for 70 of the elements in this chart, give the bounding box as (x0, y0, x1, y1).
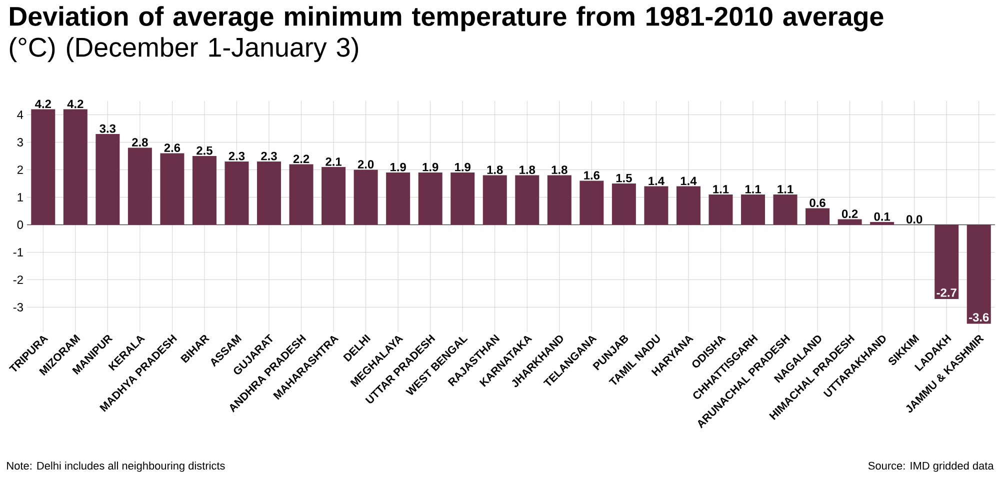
text: Note: Delhi includes all neighbouring districts (7, 462, 225, 472)
bar (354, 170, 378, 225)
data-label: 2.3 (261, 152, 277, 160)
bar (580, 180, 604, 225)
y-tick-label: 2 (17, 166, 23, 174)
data-label: 3.3 (100, 124, 116, 133)
data-label: 0.1 (874, 212, 890, 221)
bar (741, 194, 766, 225)
bar (708, 194, 733, 225)
bar (870, 222, 894, 225)
data-label: 2.2 (293, 154, 310, 164)
bar (322, 166, 346, 225)
data-label: 2.0 (358, 160, 374, 169)
data-label: 0.0 (906, 215, 922, 224)
bar (806, 208, 830, 225)
y-tick-label: -1 (13, 248, 23, 256)
bar (934, 224, 959, 299)
y-tick-label: 1 (18, 193, 23, 202)
y-tick-label: -3 (13, 303, 23, 312)
data-label: 1.1 (745, 185, 761, 194)
y-tick-label: 0 (17, 220, 24, 229)
data-label: 1.6 (584, 171, 600, 180)
bar (257, 161, 282, 225)
bar (547, 175, 572, 225)
data-label: 2.5 (196, 146, 212, 155)
data-label: 1.1 (778, 185, 794, 194)
data-label: 2.8 (132, 138, 148, 147)
bar (773, 194, 798, 225)
data-label: 1.9 (455, 162, 470, 172)
data-label: -2.7 (936, 288, 956, 297)
data-label: 1.4 (680, 176, 697, 186)
data-label: 1.4 (648, 176, 664, 186)
data-label: 0.2 (842, 210, 858, 218)
data-label: 4.2 (67, 100, 84, 108)
bar (612, 183, 636, 225)
bar (418, 172, 442, 225)
bar (224, 161, 249, 225)
bar (289, 164, 314, 225)
bar (450, 172, 475, 225)
data-label: 0.6 (810, 198, 826, 208)
bar (676, 186, 700, 225)
data-label: 1.9 (422, 162, 438, 172)
bar (386, 172, 410, 225)
bar (838, 219, 862, 225)
y-tick-label: 3 (17, 138, 23, 146)
data-label: 4.2 (35, 100, 51, 108)
data-label: 1.1 (713, 185, 729, 194)
bar (128, 148, 152, 225)
data-label: 1.8 (487, 166, 503, 174)
data-label: 2.6 (164, 144, 180, 152)
source-note: Source: IMD gridded data (868, 462, 994, 472)
data-label: 1.8 (520, 166, 536, 174)
y-tick-label: 4 (17, 110, 24, 119)
data-label: 1.8 (552, 166, 568, 174)
data-label: 2.1 (326, 157, 342, 166)
data-label: 2.3 (228, 152, 245, 160)
bar (966, 224, 991, 324)
chart-title: Deviation of average minimum temperature from 1981-2010 average (°C) (December 1-January 3) (10, 6, 884, 62)
bar (192, 156, 216, 225)
bar (515, 175, 540, 225)
data-label: -3.6 (969, 313, 989, 322)
bar (96, 134, 120, 225)
bar (160, 153, 184, 225)
bar (482, 175, 507, 225)
data-label: 1.9 (390, 162, 406, 172)
data-label: 1.5 (616, 174, 632, 182)
bar (31, 109, 56, 225)
y-tick-label: -2 (13, 276, 23, 284)
bar (644, 186, 668, 225)
bar (63, 109, 88, 225)
